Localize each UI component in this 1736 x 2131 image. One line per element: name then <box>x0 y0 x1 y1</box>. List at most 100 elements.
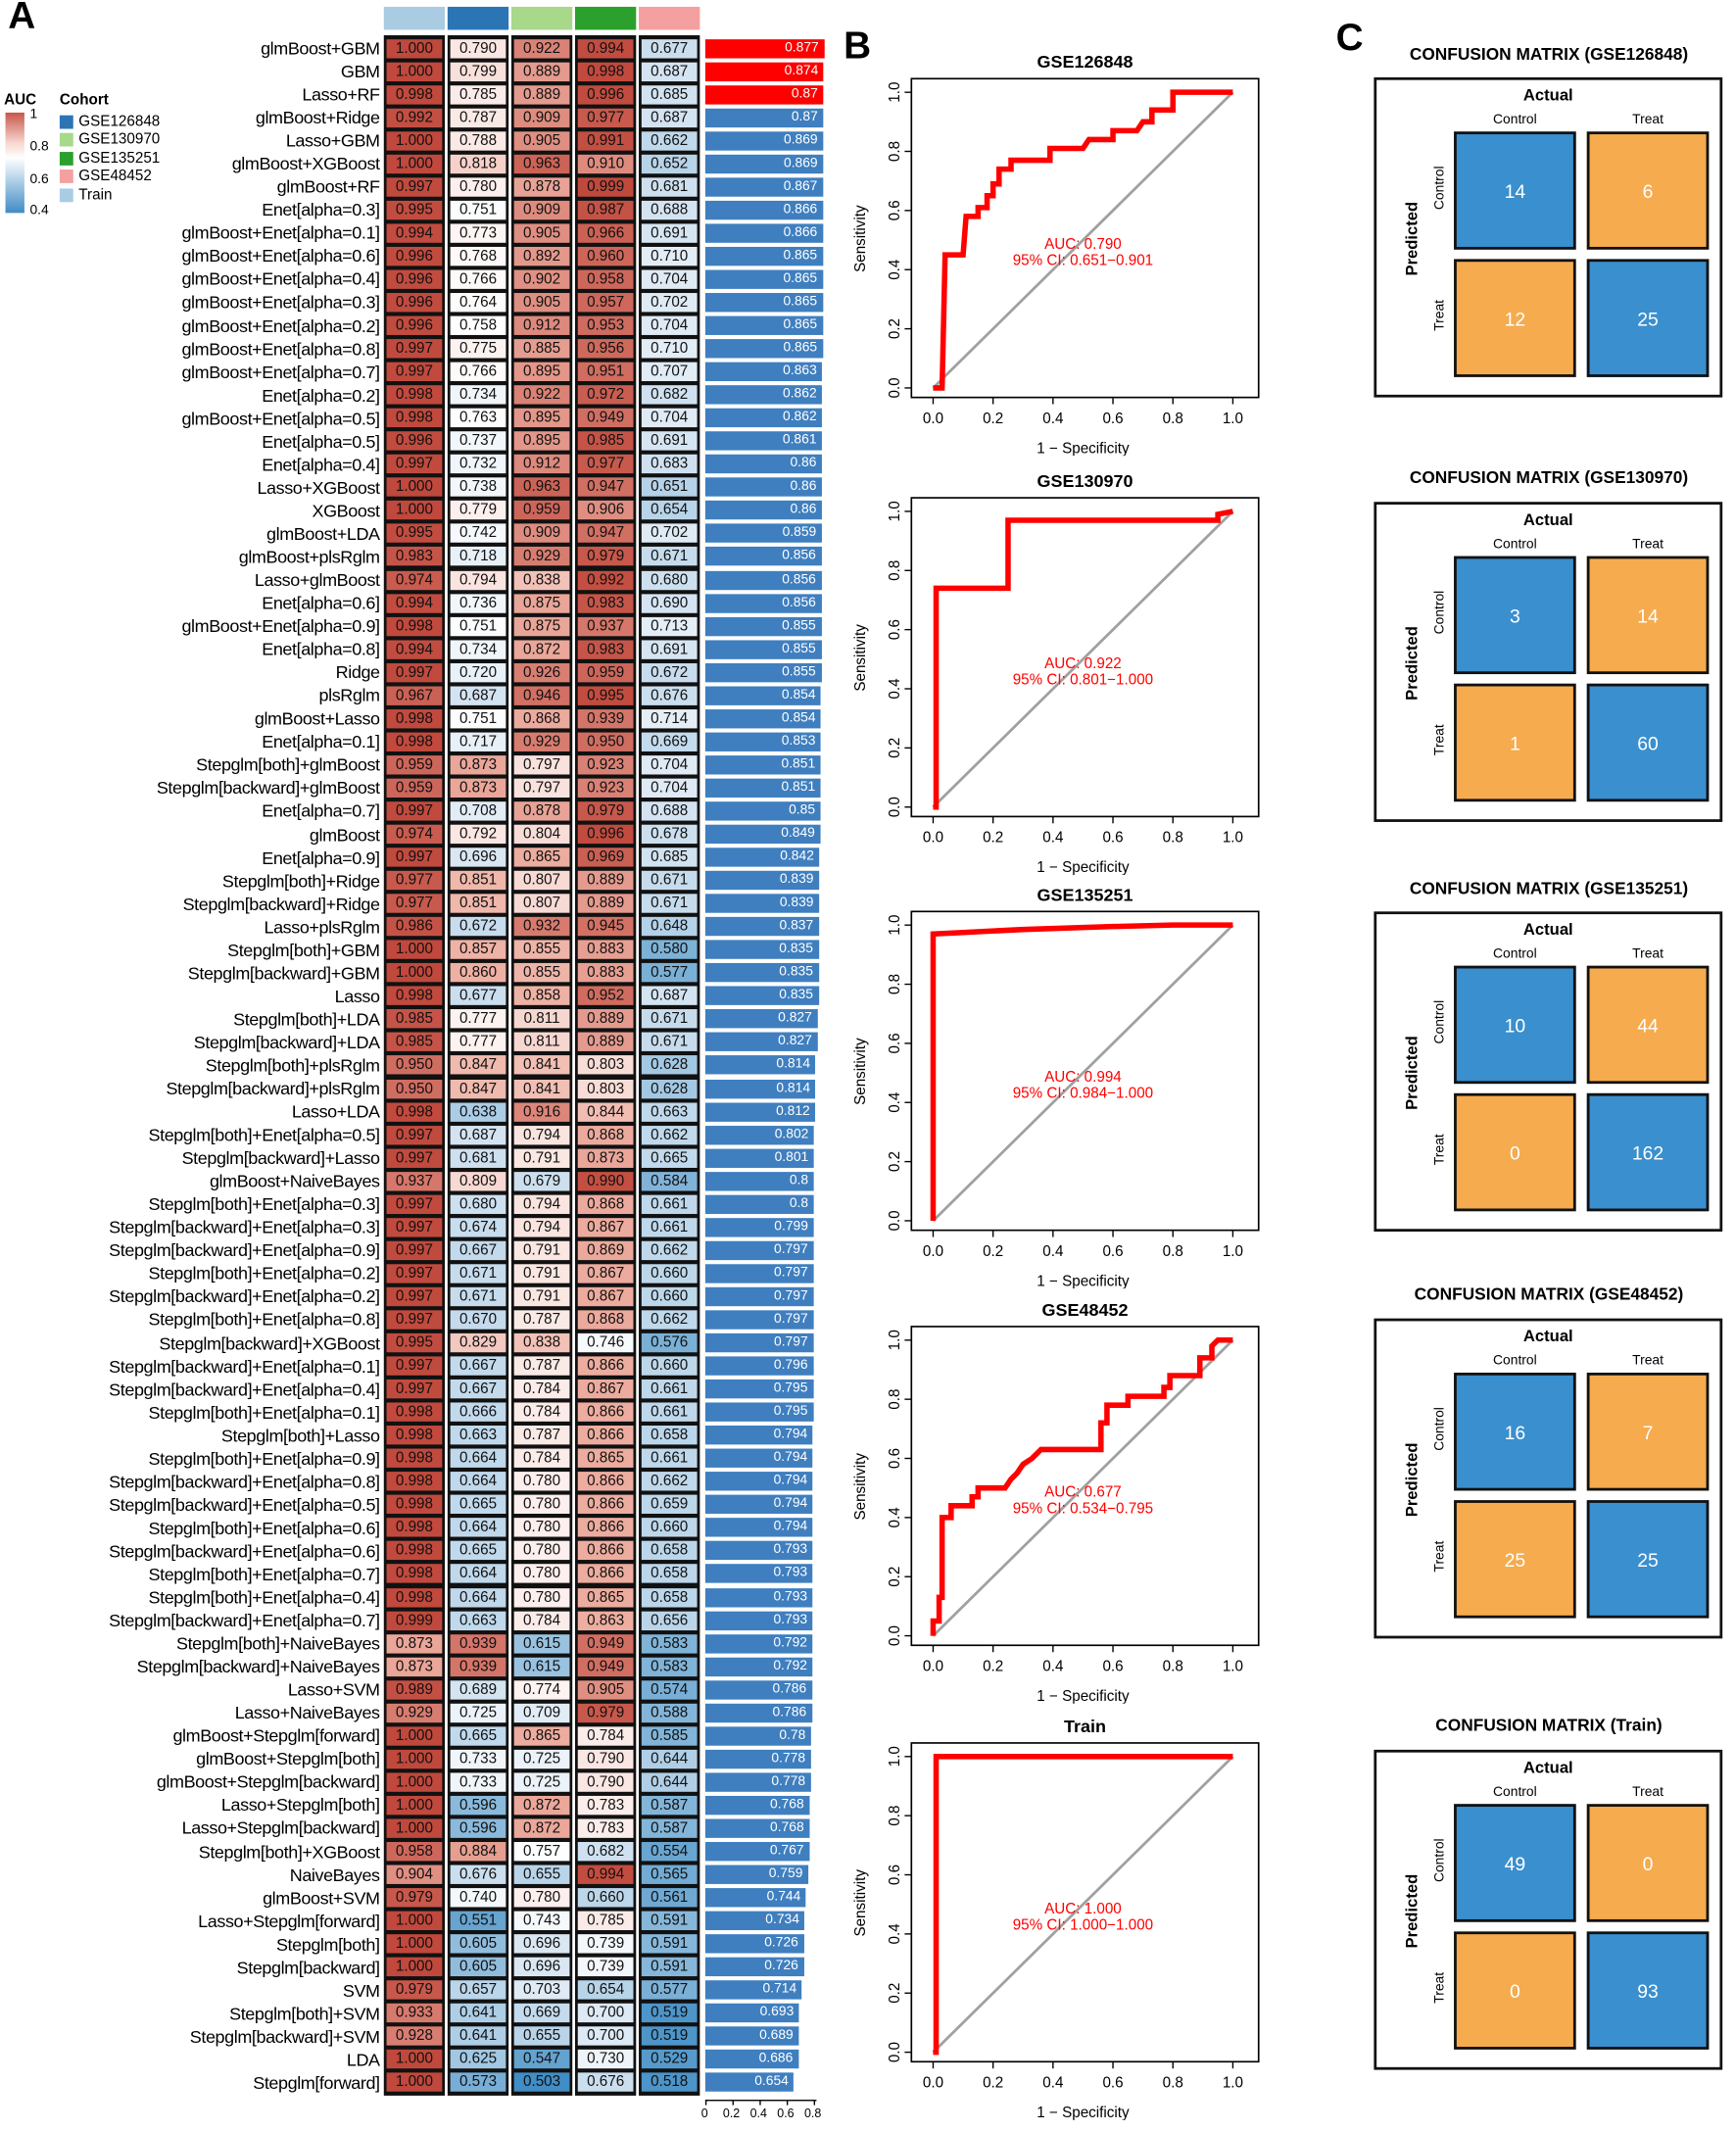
heatmap-cell: 0.983 <box>386 547 443 566</box>
x-tick-label: 0.6 <box>1102 830 1123 847</box>
heatmap-cell: 0.667 <box>450 1240 506 1260</box>
row-label: Enet[alpha=0.1] <box>262 731 380 752</box>
heatmap-cell: 0.677 <box>641 38 698 58</box>
heatmap-cell: 0.997 <box>386 1125 443 1144</box>
heatmap-cell: 0.664 <box>450 1518 506 1538</box>
heatmap-cell: 0.780 <box>513 1541 570 1561</box>
x-tick-label: 0.6 <box>1102 2075 1123 2092</box>
heatmap-cell: 0.959 <box>386 754 443 775</box>
mean-auc-bar: 0.856 <box>704 593 822 613</box>
heatmap-cell: 0.928 <box>386 2026 443 2047</box>
heatmap-cell: 0.777 <box>450 1009 506 1029</box>
diagonal-reference-line <box>932 1755 1234 2054</box>
heatmap-cell: 0.997 <box>386 801 443 821</box>
confusion-cell: 7 <box>1586 1373 1710 1491</box>
heatmap-cell: 0.780 <box>513 1587 570 1607</box>
confusion-cell: 14 <box>1454 131 1576 250</box>
heatmap-cell: 0.554 <box>641 1842 698 1862</box>
heatmap-cell: 0.663 <box>450 1426 506 1445</box>
heatmap-cell: 0.662 <box>641 130 698 151</box>
heatmap-cell: 0.995 <box>577 686 634 705</box>
heatmap-cell: 0.883 <box>577 963 634 983</box>
row-label: glmBoost+XGBoost <box>231 153 380 174</box>
auc-text: AUC: 0.994 <box>1044 1069 1122 1086</box>
column-class-label: Treat <box>1632 537 1664 553</box>
mean-auc-bar: 0.866 <box>704 223 823 243</box>
roc-title: GSE135251 <box>1037 885 1133 904</box>
confusion-matrix-title: CONFUSION MATRIX (Train) <box>1435 1716 1663 1735</box>
column-class-label: Treat <box>1632 946 1664 962</box>
heatmap-cell: 0.959 <box>513 501 570 520</box>
actual-label: Actual <box>1522 1326 1573 1346</box>
x-tick-label: 1.0 <box>1223 411 1243 427</box>
heatmap-cell: 0.779 <box>450 501 506 520</box>
predicted-label: Predicted <box>1402 626 1422 701</box>
heatmap-cell: 0.658 <box>641 1564 698 1584</box>
heatmap-cell: 0.803 <box>577 1079 634 1098</box>
mean-auc-bar: 0.786 <box>704 1703 812 1722</box>
heatmap-cell: 0.739 <box>577 1958 634 1977</box>
confusion-cell: 162 <box>1586 1092 1710 1212</box>
row-label: glmBoost+Enet[alpha=0.6] <box>181 246 380 266</box>
x-tick-label: 0.6 <box>1102 1243 1123 1260</box>
heatmap-cell: 0.688 <box>641 200 698 220</box>
heatmap-cell: 0.576 <box>641 1332 698 1353</box>
mean-auc-bar: 0.786 <box>704 1679 812 1700</box>
mean-auc-bar: 0.863 <box>704 362 823 382</box>
heatmap-cell: 0.764 <box>450 293 506 313</box>
y-tick-label: 0.0 <box>887 377 903 398</box>
confusion-matrix: Actual Predicted Control Control Treat Treat 1… <box>1374 1318 1723 1639</box>
x-tick-label: 1.0 <box>1223 1243 1243 1260</box>
mean-auc-bar: 0.801 <box>704 1148 814 1168</box>
heatmap-cell: 0.704 <box>641 778 698 798</box>
plot-frame <box>910 910 1260 1232</box>
heatmap-cell: 0.746 <box>577 1332 634 1353</box>
plot-frame <box>910 497 1260 818</box>
heatmap-cell: 0.638 <box>450 1101 506 1122</box>
heatmap-cell: 0.958 <box>577 269 634 289</box>
heatmap-cell: 1.000 <box>386 1726 443 1746</box>
heatmap-cell: 0.718 <box>450 547 506 566</box>
heatmap-cell: 0.995 <box>386 200 443 220</box>
heatmap-cell: 0.994 <box>386 223 443 243</box>
heatmap-cell: 0.676 <box>450 1865 506 1884</box>
row-label: Stepglm[backward]+Enet[alpha=0.6] <box>109 1540 380 1562</box>
confusion-matrix-title: CONFUSION MATRIX (GSE135251) <box>1409 879 1689 898</box>
confusion-matrix-title: CONFUSION MATRIX (GSE126848) <box>1409 44 1689 65</box>
y-tick-label: 0.2 <box>887 1151 903 1172</box>
heatmap-cell: 0.838 <box>513 570 570 590</box>
heatmap-cell: 0.811 <box>513 1033 570 1052</box>
row-label: Lasso+RF <box>302 83 380 105</box>
mean-auc-bar: 0.835 <box>704 940 819 960</box>
x-tick-label: 0.8 <box>1163 830 1183 847</box>
heatmap-cell: 0.787 <box>450 108 506 127</box>
x-tick-label: 0.2 <box>983 411 1003 427</box>
heatmap-cell: 0.857 <box>450 940 506 960</box>
heatmap-cell: 0.709 <box>513 1703 570 1722</box>
y-tick-label: 0.6 <box>887 619 903 640</box>
mean-auc-bar: 0.856 <box>704 570 822 590</box>
heatmap-cell: 0.797 <box>513 754 570 775</box>
auc-text: AUC: 1.000 <box>1044 1901 1122 1917</box>
heatmap-cell: 0.587 <box>641 1795 698 1816</box>
heatmap-cell: 0.654 <box>577 1980 634 2000</box>
heatmap-cell: 0.950 <box>386 1055 443 1076</box>
heatmap-cell: 0.998 <box>577 62 634 81</box>
row-label: Stepglm[backward]+Enet[alpha=0.5] <box>109 1494 380 1516</box>
mean-auc-bar: 0.794 <box>704 1448 813 1469</box>
heatmap-cell: 0.929 <box>513 732 570 751</box>
heatmap-cell: 0.596 <box>450 1795 506 1816</box>
mean-auc-bar: 0.797 <box>704 1240 814 1260</box>
heatmap-cell: 0.990 <box>577 1171 634 1191</box>
confusion-cell: 44 <box>1586 965 1710 1085</box>
heatmap-cell: 0.738 <box>450 477 506 498</box>
heatmap-cell: 0.860 <box>450 963 506 983</box>
heatmap-cell: 0.691 <box>641 431 698 451</box>
heatmap-cell: 0.662 <box>641 1240 698 1260</box>
heatmap-cell: 0.997 <box>386 1310 443 1330</box>
heatmap-cell: 0.873 <box>450 754 506 775</box>
y-tick-label: 0.6 <box>887 1448 903 1469</box>
heatmap-cell: 0.671 <box>641 870 698 891</box>
x-tick-label: 0.8 <box>1163 1243 1183 1260</box>
heatmap-cell: 0.666 <box>450 1402 506 1423</box>
